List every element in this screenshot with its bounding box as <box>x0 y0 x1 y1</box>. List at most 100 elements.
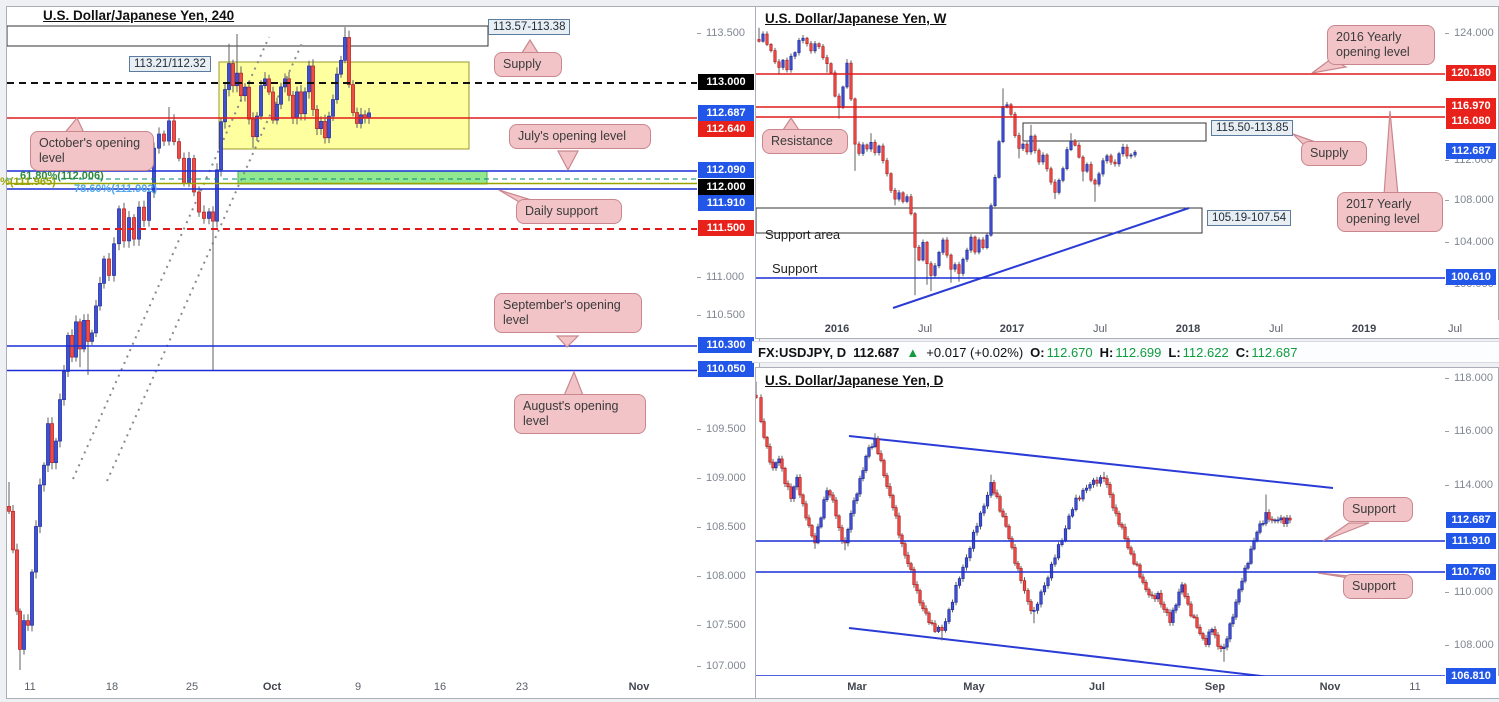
candle-up <box>982 505 986 514</box>
time-axis-daily[interactable] <box>755 676 1499 699</box>
fib-label: 61.80%(112.006) <box>20 170 104 182</box>
callout-august-opening[interactable]: August's opening level <box>514 394 646 434</box>
candle-up <box>1273 519 1277 522</box>
candle-down <box>837 515 841 529</box>
callout-2017-yearly-opening[interactable]: 2017 Yearly opening level <box>1337 192 1443 232</box>
daily-chart-plot[interactable] <box>755 367 1447 678</box>
callout-daily-support[interactable]: Daily support <box>516 199 622 224</box>
callout-supply-240[interactable]: Supply <box>494 52 562 77</box>
candle-up <box>774 462 778 469</box>
candle-up <box>965 249 969 260</box>
price-badge-112.687: 112.687 <box>1446 512 1496 528</box>
candle-down <box>1073 140 1077 146</box>
candle-down <box>142 206 146 221</box>
callout-support-upper[interactable]: Support <box>1343 497 1413 522</box>
candle-down <box>1282 517 1286 524</box>
zone-label-115.50-113.85[interactable]: 115.50-113.85 <box>1211 120 1294 136</box>
candle-up <box>845 62 849 88</box>
candle-down <box>921 602 925 610</box>
candle-down <box>1007 525 1011 539</box>
price-label-116.000: 116.000 <box>1454 425 1493 437</box>
candle-down <box>771 461 775 469</box>
callout-support-lower[interactable]: Support <box>1343 574 1413 599</box>
callout-october-opening[interactable]: October's opening level <box>30 131 154 171</box>
callout-july-opening[interactable]: July's opening level <box>509 124 651 149</box>
candle-down <box>1026 590 1030 602</box>
time-label-18: 18 <box>105 681 119 693</box>
price-label-107.500: 107.500 <box>706 619 746 631</box>
callout-2016-yearly-opening[interactable]: 2016 Yearly opening level <box>1327 25 1435 65</box>
price-tick <box>1445 431 1449 432</box>
candle-up <box>855 493 859 502</box>
candle-down <box>323 121 327 139</box>
candle-down <box>1009 104 1013 115</box>
candle-up <box>275 103 279 121</box>
candle-down <box>853 98 857 145</box>
time-label-Sep: Sep <box>1204 681 1226 693</box>
candle-down <box>267 78 271 93</box>
price-tick <box>1445 645 1449 646</box>
price-tick <box>1445 160 1449 161</box>
weekly-chart-plot[interactable] <box>755 6 1447 322</box>
candle-down <box>107 258 111 276</box>
callout-supply-weekly[interactable]: Supply <box>1301 141 1367 166</box>
candle-down <box>1102 477 1106 479</box>
zone-label-113.21-112.32[interactable]: 113.21/112.32 <box>129 56 211 72</box>
candle-up <box>905 196 909 202</box>
candle-down <box>810 525 814 537</box>
price-label-108.000: 108.000 <box>1454 194 1494 206</box>
symbol-status-bar[interactable]: FX:USDJPY, D 112.687 ▲ +0.017 (+0.02%) O: 112… <box>752 341 1499 363</box>
callout-resistance[interactable]: Resistance <box>762 129 848 154</box>
time-label-Jul: Jul <box>1089 681 1105 693</box>
candle-down <box>925 242 929 265</box>
dotted-channel-line-1[interactable] <box>72 36 270 480</box>
candle-down <box>1111 494 1115 509</box>
candle-down <box>1093 179 1097 185</box>
candle-down <box>1189 603 1193 617</box>
daily-lower-channel-line[interactable] <box>848 627 1296 677</box>
candle-up <box>975 525 979 533</box>
candle-down <box>765 33 769 45</box>
price-tick <box>1445 378 1449 379</box>
label-support[interactable]: Support <box>772 261 818 276</box>
price-badge-112.640: 112.640 <box>698 121 754 137</box>
candle-down <box>785 59 789 71</box>
status-segment: ▲ <box>906 344 920 360</box>
daily-upper-channel-line[interactable] <box>848 435 1334 489</box>
callout-support-upper-tail <box>1322 522 1370 542</box>
candle-up <box>1174 604 1178 611</box>
price-badge-116.080: 116.080 <box>1446 113 1496 129</box>
candle-up <box>870 446 874 449</box>
candle-up <box>367 112 371 119</box>
label-support-area[interactable]: Support area <box>765 227 841 242</box>
candle-down <box>1095 479 1099 484</box>
candle-down <box>817 43 821 47</box>
candle-down <box>1077 144 1081 158</box>
time-label-2019: 2019 <box>1351 323 1377 335</box>
zone-label-113.57-113.38[interactable]: 113.57-113.38 <box>488 19 571 35</box>
zone-label-105.19-107.54[interactable]: 105.19-107.54 <box>1207 210 1292 226</box>
callout-2017-yearly-opening-tail <box>1383 110 1399 196</box>
candle-down <box>18 610 22 650</box>
callout-september-opening[interactable]: September's opening level <box>494 293 642 333</box>
time-label-16: 16 <box>433 681 447 693</box>
candle-down <box>829 63 833 74</box>
candle-down <box>757 39 761 42</box>
candle-up <box>1085 164 1089 172</box>
candle-down <box>809 43 813 52</box>
candle-up <box>852 500 856 514</box>
chart-240-plot[interactable] <box>6 6 699 678</box>
candle-up <box>1121 146 1125 155</box>
weekly-ascending-trendline[interactable] <box>892 207 1190 309</box>
candle-down <box>973 236 977 253</box>
demand-zone-green[interactable] <box>237 170 488 185</box>
candle-up <box>74 321 78 358</box>
candle-up <box>985 234 989 248</box>
candle-down <box>786 483 790 488</box>
candle-up <box>867 447 871 457</box>
supply-zone-113.57-113.38[interactable] <box>7 25 489 47</box>
supply-zone-115.50-113.85[interactable] <box>1022 122 1207 142</box>
candle-down <box>11 510 15 551</box>
time-axis-weekly[interactable] <box>755 320 1499 339</box>
